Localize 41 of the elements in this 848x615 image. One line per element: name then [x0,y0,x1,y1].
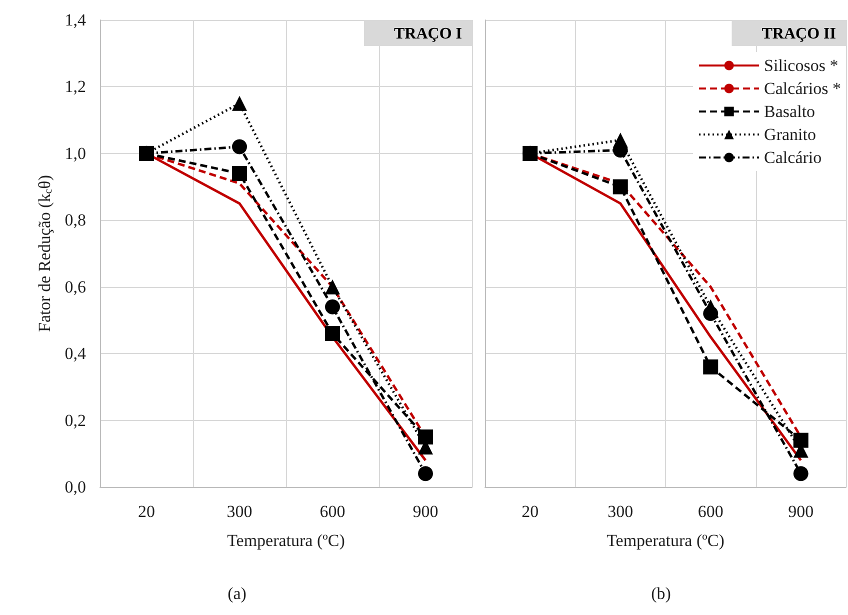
point [418,429,433,444]
chart-title: TRAÇO I [394,26,462,42]
x-axis-title: Temperatura (ºC) [606,531,724,550]
x-tick-label: 900 [788,502,814,521]
point [325,279,340,294]
point [612,179,628,194]
text: (a) [228,584,246,603]
x-tick-label: 300 [608,502,634,521]
x-tick-label: 300 [226,502,252,521]
chart-title: TRAÇO II [762,26,836,42]
x-tick-label: 600 [320,502,346,521]
point [232,139,247,154]
point [325,299,340,314]
legend-label: Calcário [764,148,822,167]
y-tick-label: 1,2 [64,77,86,96]
y-tick-label: 0,6 [64,277,86,296]
x-tick-label: 20 [138,502,155,521]
y-tick-label: 0,4 [64,344,86,364]
x-tick-label: 900 [412,502,438,521]
point [793,432,808,448]
x-tick-label: 20 [522,502,539,521]
legend-label: Silicosos * [764,56,838,75]
text: (b) [651,584,671,603]
point [232,166,247,181]
point [325,326,340,342]
point [232,96,247,111]
y-tick-label: 0,8 [64,210,86,230]
point [703,306,718,322]
point [703,359,718,374]
x-axis-title: Temperatura (ºC) [227,531,345,550]
y-tick-label: 1,4 [64,10,86,30]
legend-label: Basalto [764,102,816,121]
point [793,466,808,482]
y-axis-title: Fator de Redução (kcθ) [34,174,54,332]
x-tick-label: 600 [698,502,724,521]
y-tick-label: 1,0 [64,144,86,163]
legend-label: Calcários * [764,79,842,98]
y-tick-label: 0,2 [64,410,86,430]
y-tick-label: 0,0 [64,478,86,496]
legend-label: Granito [764,125,816,144]
point [418,466,433,482]
